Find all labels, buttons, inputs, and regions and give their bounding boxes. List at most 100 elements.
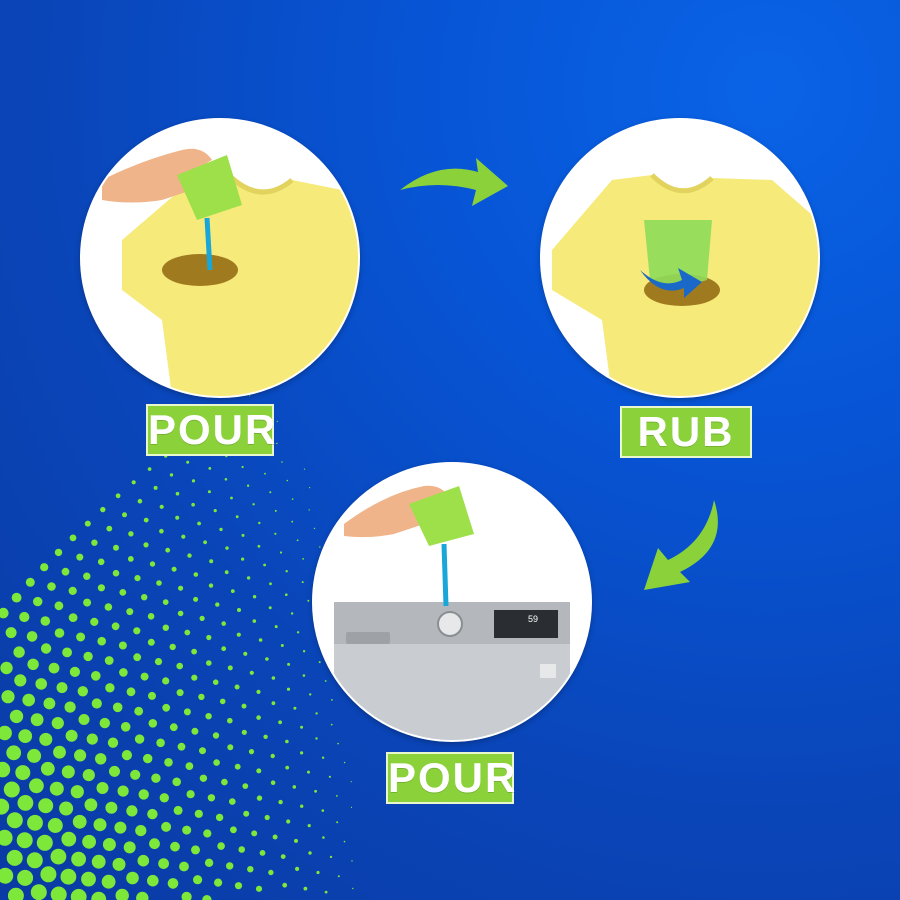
halftone-dot <box>204 858 214 867</box>
halftone-dot <box>295 866 300 872</box>
halftone-dot <box>97 558 105 566</box>
halftone-dot <box>27 748 42 763</box>
halftone-dot <box>302 674 306 677</box>
halftone-dot <box>300 725 304 729</box>
step-3-image: 59 <box>312 462 592 742</box>
halftone-dot <box>72 814 87 829</box>
halftone-dot <box>242 783 249 789</box>
halftone-dot <box>16 832 33 849</box>
halftone-dot <box>176 662 183 670</box>
halftone-dot <box>140 672 149 681</box>
halftone-dot <box>0 725 12 741</box>
halftone-dot <box>64 701 76 713</box>
halftone-dot <box>263 563 266 567</box>
halftone-dot <box>48 662 60 674</box>
halftone-dot <box>178 585 184 591</box>
halftone-dot <box>138 789 149 800</box>
halftone-dot <box>176 689 184 697</box>
yellow-shirt <box>122 178 358 396</box>
halftone-dot <box>234 763 241 770</box>
halftone-dot <box>182 825 192 835</box>
halftone-dot <box>318 661 321 664</box>
halftone-dot <box>30 713 44 727</box>
halftone-dot <box>118 641 127 650</box>
halftone-dot <box>269 582 272 586</box>
halftone-dot <box>285 570 288 573</box>
halftone-dot <box>271 676 276 680</box>
halftone-dot <box>61 567 70 576</box>
halftone-dot <box>293 706 297 710</box>
halftone-dot <box>69 666 80 678</box>
halftone-dot <box>313 527 316 530</box>
halftone-dot <box>207 490 211 494</box>
halftone-dot <box>6 812 23 829</box>
halftone-dot <box>104 656 114 665</box>
halftone-dot <box>126 805 138 817</box>
halftone-dot <box>179 861 189 872</box>
halftone-dot <box>91 891 107 900</box>
halftone-dot <box>96 782 109 794</box>
halftone-dot <box>91 539 98 546</box>
halftone-dot <box>324 680 327 682</box>
halftone-dot <box>219 527 223 532</box>
halftone-dot <box>251 830 258 837</box>
halftone-dot <box>54 601 64 611</box>
halftone-dot <box>301 581 304 584</box>
halftone-dot <box>230 496 233 500</box>
halftone-dot <box>59 801 74 816</box>
halftone-dot <box>208 467 212 470</box>
halftone-dot <box>0 607 9 619</box>
halftone-dot <box>115 493 121 499</box>
halftone-dot <box>159 528 164 534</box>
halftone-dot <box>169 473 174 477</box>
halftone-dot <box>154 658 163 666</box>
step-2-image <box>540 118 820 398</box>
halftone-dot <box>0 661 13 675</box>
halftone-dot <box>319 546 321 548</box>
halftone-dot <box>61 765 75 779</box>
halftone-dot <box>209 559 214 564</box>
halftone-dot <box>276 420 278 422</box>
halftone-dot <box>147 613 155 620</box>
halftone-dot <box>191 727 199 735</box>
halftone-dot <box>328 775 331 778</box>
halftone-dot <box>276 442 278 445</box>
halftone-dot <box>241 703 247 709</box>
halftone-dot <box>102 838 116 851</box>
stain <box>162 254 238 286</box>
halftone-dot <box>83 651 93 662</box>
halftone-dot <box>247 866 254 873</box>
halftone-dot <box>249 670 254 675</box>
halftone-dot <box>167 878 179 889</box>
halftone-dot <box>208 583 214 588</box>
halftone-dot <box>119 589 127 596</box>
green-cup <box>644 220 712 285</box>
halftone-dot <box>97 584 105 592</box>
halftone-dot <box>120 722 131 732</box>
halftone-dot <box>22 693 35 707</box>
halftone-dot <box>308 851 312 855</box>
halftone-dot <box>149 838 160 850</box>
halftone-dot <box>143 542 149 548</box>
halftone-dot <box>271 701 276 706</box>
halftone-dot <box>230 589 235 593</box>
halftone-dot <box>300 804 304 808</box>
halftone-dot <box>81 871 96 887</box>
halftone-dot <box>151 773 161 783</box>
halftone-dot <box>177 742 186 751</box>
halftone-dot <box>35 678 47 690</box>
halftone-dot <box>264 472 266 475</box>
halftone-dot <box>286 479 289 482</box>
halftone-dot <box>191 648 198 655</box>
halftone-dot <box>54 548 63 557</box>
halftone-dot <box>285 593 288 596</box>
halftone-dot <box>50 848 67 865</box>
halftone-dot <box>91 671 101 681</box>
halftone-dot <box>65 729 78 742</box>
halftone-dot <box>248 749 255 755</box>
halftone-dot <box>11 592 22 603</box>
halftone-dot <box>314 789 317 793</box>
halftone-dot <box>303 886 308 891</box>
halftone-dot <box>226 862 234 870</box>
halftone-dot <box>343 761 346 764</box>
